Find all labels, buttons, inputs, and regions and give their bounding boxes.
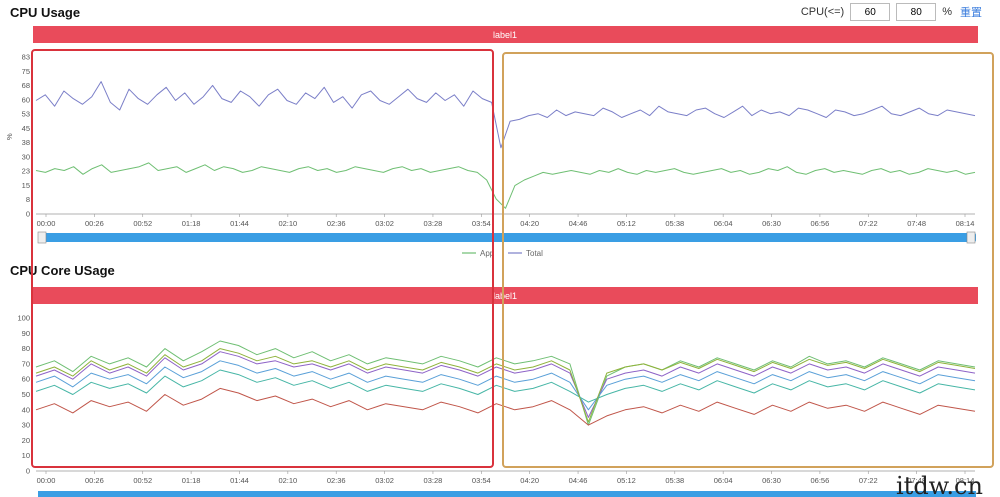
core-y-tick: 40 [22, 405, 30, 414]
cpu-x-tick: 03:28 [424, 219, 443, 228]
core-y-tick: 20 [22, 436, 30, 445]
cpu-x-tick: 04:46 [569, 219, 588, 228]
cpu-x-tick: 05:12 [617, 219, 636, 228]
cpu-series-app [35, 162, 976, 209]
y-axis-label: % [5, 133, 14, 140]
cpu-y-tick: 0 [26, 210, 30, 219]
label1-band [33, 26, 978, 43]
core-x-tick: 07:22 [859, 476, 878, 485]
cpu-usage-title: CPU Usage [10, 5, 81, 20]
cpu-x-tick: 07:48 [907, 219, 926, 228]
time-range-slider[interactable] [38, 233, 976, 242]
cpu-core-usage-chart: label1 0 10 20 30 40 50 60 70 80 90 100 00:00 00:26… [17, 287, 978, 497]
core-x-tick: 07:48 [907, 476, 926, 485]
cpu-series-total [35, 81, 976, 149]
cpu-x-tick: 03:02 [375, 219, 394, 228]
core-x-tick: 04:20 [520, 476, 539, 485]
core-x-tick: 08:14 [956, 476, 975, 485]
cpu-x-tick: 07:22 [859, 219, 878, 228]
core-x-tick: 06:56 [811, 476, 830, 485]
cpu-threshold-controls: CPU(<=) % 重置 [801, 3, 982, 21]
cpu-y-tick: 75 [22, 67, 30, 76]
cpu-core-usage-title: CPU Core USage [10, 263, 115, 278]
core-x-tick: 00:26 [85, 476, 104, 485]
watermark-text: itdw.cn [896, 472, 983, 497]
core-x-tick: 06:30 [762, 476, 781, 485]
core-x-tick: 04:46 [569, 476, 588, 485]
cpu-y-tick: 53 [22, 110, 30, 119]
cpu-y-tick: 30 [22, 152, 30, 161]
core-y-tick: 50 [22, 390, 30, 399]
cpu-max-input[interactable] [896, 3, 937, 21]
core-x-tick: 01:18 [182, 476, 201, 485]
core-x-tick: 02:36 [327, 476, 346, 485]
cpu-y-tick: 15 [22, 181, 30, 190]
core-x-tick: 03:28 [424, 476, 443, 485]
cpu-x-tick: 08:14 [956, 219, 975, 228]
core-y-tick: 70 [22, 359, 30, 368]
cpu-y-tick: 8 [26, 195, 30, 204]
cpu-y-tick: 83 [22, 53, 30, 62]
cpu-y-tick: 68 [22, 81, 30, 90]
cpu-x-tick: 01:18 [182, 219, 201, 228]
cpu-y-tick: 45 [22, 124, 30, 133]
cpu-y-tick: 23 [22, 167, 30, 176]
cpu-x-tick: 04:20 [520, 219, 539, 228]
cpu-usage-chart: label1 0 8 15 23 30 38 45 53 60 68 75 83 % 00:00 00:… [5, 26, 978, 258]
orange-highlight-box [502, 52, 994, 468]
cpu-x-tick: 06:04 [714, 219, 733, 228]
core-x-tick: 03:02 [375, 476, 394, 485]
core-y-tick: 10 [22, 451, 30, 460]
core-x-tick: 00:52 [133, 476, 152, 485]
core-x-tick: 06:04 [714, 476, 733, 485]
label1-band-core [33, 287, 978, 304]
core-series-core-6 [35, 348, 976, 423]
core-series-core-2 [35, 351, 976, 418]
slider-right-handle[interactable] [966, 231, 976, 244]
label1-band-text: label1 [493, 30, 517, 40]
cpu-x-tick: 02:10 [278, 219, 297, 228]
cpu-y-tick: 38 [22, 138, 30, 147]
red-highlight-box [31, 49, 494, 468]
core-x-tick: 02:10 [278, 476, 297, 485]
cpu-x-tick: 00:26 [85, 219, 104, 228]
core-time-range-slider[interactable] [38, 491, 976, 497]
core-series-core-4 [35, 369, 976, 403]
core-y-tick: 90 [22, 329, 30, 338]
core-y-tick: 30 [22, 421, 30, 430]
core-series-core-3 [35, 360, 976, 411]
core-y-tick: 80 [22, 344, 30, 353]
core-y-tick: 100 [17, 314, 30, 323]
cpu-threshold-label: CPU(<=) [800, 6, 845, 18]
cpu-min-input[interactable] [850, 3, 891, 21]
cpu-x-tick: 00:52 [133, 219, 152, 228]
label1-band-core-text: label1 [493, 291, 517, 301]
core-x-tick: 05:12 [617, 476, 636, 485]
core-series-core-1 [35, 340, 976, 426]
cpu-x-tick: 03:54 [472, 219, 491, 228]
core-y-tick: 0 [26, 467, 30, 476]
percent-unit: % [942, 6, 952, 18]
cpu-x-tick: 01:44 [230, 219, 249, 228]
core-x-tick: 01:44 [230, 476, 249, 485]
core-x-tick: 00:00 [37, 476, 56, 485]
core-x-tick: 03:54 [472, 476, 491, 485]
cpu-x-tick: 06:56 [811, 219, 830, 228]
slider-left-handle[interactable] [37, 231, 47, 244]
cpu-x-tick: 05:38 [665, 219, 684, 228]
legend-app-label[interactable]: App [480, 249, 495, 258]
core-series-core-5 [35, 387, 976, 426]
cpu-x-tick: 00:00 [37, 219, 56, 228]
legend-total-label[interactable]: Total [526, 249, 543, 258]
core-x-tick: 05:38 [665, 476, 684, 485]
core-y-tick: 60 [22, 375, 30, 384]
cpu-y-tick: 60 [22, 95, 30, 104]
cpu-x-tick: 06:30 [762, 219, 781, 228]
cpu-x-tick: 02:36 [327, 219, 346, 228]
reset-button[interactable]: 重置 [960, 7, 982, 19]
